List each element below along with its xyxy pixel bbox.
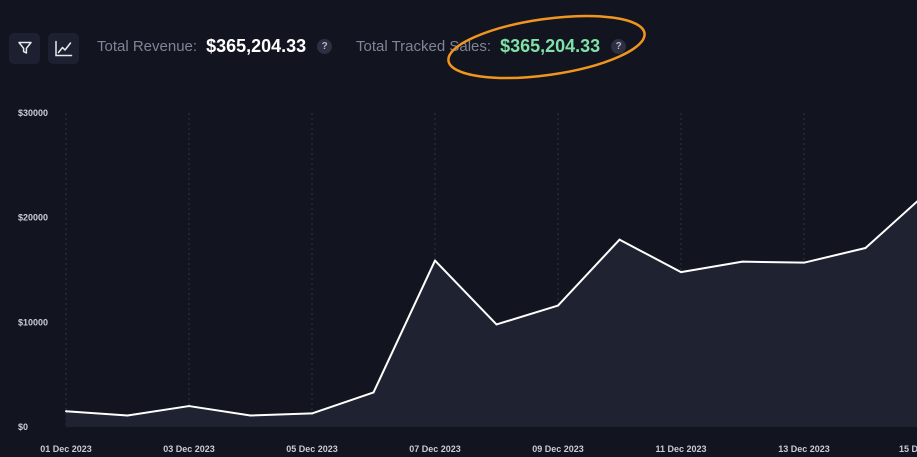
total-tracked-sales: Total Tracked Sales: $365,204.33 ? xyxy=(356,36,627,57)
x-tick-label: 09 Dec 2023 xyxy=(532,444,584,454)
total-revenue-value: $365,204.33 xyxy=(206,36,307,56)
tracked-sales-help-icon[interactable]: ? xyxy=(611,39,627,54)
data-point xyxy=(434,259,436,262)
series-area xyxy=(66,201,917,427)
x-tick-label: 03 Dec 2023 xyxy=(163,444,215,454)
x-tick-label: 01 Dec 2023 xyxy=(40,444,92,454)
total-revenue-help-icon[interactable]: ? xyxy=(317,39,333,54)
data-point xyxy=(188,405,190,408)
x-axis-ticks: 01 Dec 2023 03 Dec 2023 05 Dec 2023 07 Dec … xyxy=(40,444,917,454)
y-tick-label: $30000 xyxy=(18,108,48,118)
tracked-sales-value: $365,204.33 xyxy=(500,36,601,56)
line-chart-icon xyxy=(55,40,73,56)
filter-icon xyxy=(17,41,32,54)
data-point xyxy=(249,414,252,417)
total-revenue-label: Total Revenue: xyxy=(97,38,198,55)
tracked-sales-label: Total Tracked Sales: xyxy=(356,38,492,55)
data-point xyxy=(557,304,559,307)
y-tick-label: $20000 xyxy=(18,213,48,223)
chart-toolbar xyxy=(9,31,79,65)
data-point xyxy=(864,247,867,250)
data-point xyxy=(65,410,67,413)
x-tick-label: 13 Dec 2023 xyxy=(778,444,830,454)
data-point xyxy=(618,238,621,241)
data-point xyxy=(741,260,744,263)
data-point xyxy=(680,271,682,274)
filter-button[interactable] xyxy=(9,32,40,64)
x-tick-label: 07 Dec 2023 xyxy=(409,444,461,454)
data-point xyxy=(311,412,313,415)
x-tick-label: 15 D xyxy=(899,444,917,454)
y-axis-ticks: $0 $10000 $20000 $30000 xyxy=(18,108,48,432)
y-tick-label: $0 xyxy=(18,422,28,432)
data-point xyxy=(372,391,375,394)
data-point xyxy=(803,261,805,264)
data-point xyxy=(495,323,498,326)
series-points xyxy=(65,238,867,417)
data-point xyxy=(126,414,129,417)
x-tick-label: 05 Dec 2023 xyxy=(286,444,338,454)
x-tick-label: 11 Dec 2023 xyxy=(655,444,706,454)
chart-type-button[interactable] xyxy=(48,32,79,64)
total-revenue: Total Revenue: $365,204.33 ? xyxy=(97,36,333,57)
y-tick-label: $10000 xyxy=(18,317,48,327)
